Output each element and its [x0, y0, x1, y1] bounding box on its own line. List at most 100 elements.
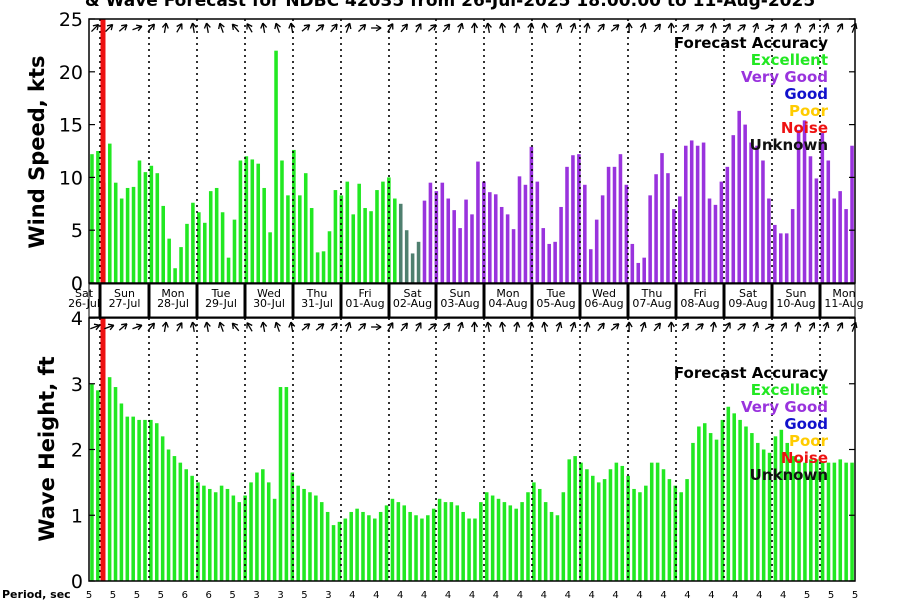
data-bar	[838, 459, 843, 581]
arrow-shaft	[104, 324, 115, 330]
arrow-head	[303, 323, 311, 330]
direction-arrow-icon	[737, 323, 746, 331]
data-bar	[579, 462, 583, 581]
data-bar	[416, 241, 421, 283]
arrow-shaft	[301, 323, 311, 331]
data-bar	[673, 485, 678, 581]
arrow-shaft	[428, 323, 437, 331]
legend-title: Forecast Accuracy	[674, 364, 828, 382]
data-bar	[125, 416, 130, 582]
direction-arrow-icon	[274, 321, 281, 332]
arrow-shaft	[290, 22, 294, 34]
arrow-head	[639, 321, 647, 329]
data-bar	[744, 426, 748, 581]
arrow-head	[808, 322, 816, 329]
arrow-shaft	[764, 24, 775, 32]
direction-arrow-icon	[203, 321, 211, 333]
data-bar	[541, 228, 546, 283]
arrow-shaft	[330, 23, 338, 33]
arrow-shaft	[808, 322, 815, 332]
data-bar	[166, 449, 171, 581]
data-bar	[393, 198, 397, 283]
arrow-shaft	[570, 23, 576, 33]
day-label-dow: Wed	[592, 287, 616, 300]
arrow-head	[231, 23, 239, 31]
direction-arrow-icon	[808, 23, 816, 33]
arrow-head	[136, 24, 143, 32]
arrow-head	[484, 321, 492, 328]
data-bar	[302, 488, 306, 581]
arrow-shaft	[358, 323, 366, 331]
data-bar	[648, 195, 652, 283]
arrow-head	[430, 323, 437, 330]
direction-arrow-icon	[836, 322, 844, 332]
data-bar	[583, 184, 587, 283]
direction-arrow-icon	[527, 22, 535, 34]
arrow-shaft	[205, 321, 209, 333]
period-value: 4	[541, 590, 547, 600]
arrow-head	[375, 323, 382, 331]
data-bar	[256, 163, 261, 283]
arrow-shaft	[163, 321, 167, 333]
data-bar	[695, 145, 700, 283]
direction-arrow-icon	[527, 321, 535, 333]
arrow-head	[218, 321, 225, 329]
arrow-head	[724, 322, 731, 329]
data-bar	[838, 191, 842, 283]
direction-arrow-icon	[583, 22, 591, 34]
arrow-head	[739, 24, 746, 31]
data-bar	[434, 191, 439, 283]
arrow-shaft	[640, 23, 646, 33]
arrow-head	[598, 322, 605, 330]
data-bar	[543, 502, 548, 581]
data-bar	[280, 160, 284, 283]
legend-entry: Good	[784, 415, 828, 433]
arrow-head	[724, 23, 731, 30]
arrow-shaft	[501, 321, 505, 333]
arrow-shaft	[486, 22, 491, 34]
data-bar	[767, 452, 772, 581]
direction-arrow-icon	[555, 321, 563, 332]
direction-arrow-icon	[709, 22, 717, 34]
legend-entry: Unknown	[750, 136, 828, 154]
arrow-shaft	[345, 322, 351, 332]
arrow-shaft	[597, 23, 605, 33]
chart-title: & Wave Forecast for NDBC 42035 from 26-J…	[85, 0, 815, 11]
arrow-head	[555, 321, 563, 329]
arrow-head	[430, 24, 437, 31]
data-bar	[655, 462, 660, 581]
legend-entry: Excellent	[751, 51, 828, 69]
arrow-shaft	[219, 322, 224, 332]
period-value: 4	[421, 590, 427, 600]
data-bar	[614, 462, 619, 581]
data-bar	[284, 387, 289, 581]
direction-arrow-icon	[161, 321, 169, 333]
day-label-date: 01-Aug	[345, 297, 384, 310]
day-label-date: 10-Aug	[776, 297, 815, 310]
arrow-shaft	[836, 322, 843, 332]
arrow-head	[780, 23, 787, 30]
data-bar	[683, 145, 688, 283]
direction-arrow-icon	[415, 322, 422, 332]
data-bar	[642, 257, 646, 283]
direction-arrow-icon	[610, 323, 620, 331]
direction-arrow-icon	[709, 321, 717, 333]
direction-arrow-icon	[499, 22, 507, 34]
y-tick-label: 10	[59, 167, 83, 189]
arrow-shaft	[301, 24, 311, 32]
data-bar	[202, 485, 206, 581]
data-bar	[167, 238, 171, 283]
direction-arrow-icon	[371, 24, 382, 32]
arrow-head	[513, 321, 521, 328]
legend-entry: Poor	[789, 432, 829, 450]
data-bar	[672, 209, 676, 283]
legend-entry: Noise	[781, 449, 828, 467]
arrow-shaft	[231, 23, 240, 33]
arrow-shaft	[585, 321, 589, 333]
data-bar	[308, 492, 312, 581]
arrow-shaft	[529, 22, 533, 34]
direction-arrow-icon	[387, 23, 394, 33]
data-bar	[274, 50, 278, 284]
data-bar	[255, 472, 259, 581]
data-bar	[262, 187, 266, 283]
